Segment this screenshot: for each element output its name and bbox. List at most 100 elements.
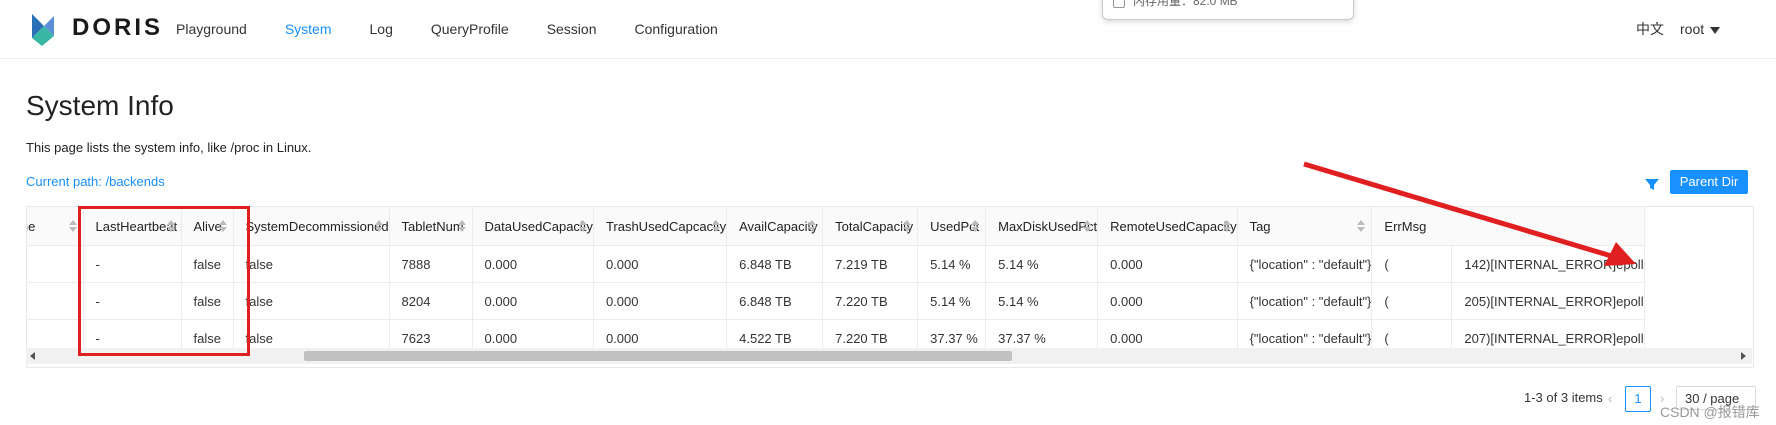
watermark: CSDN @报错库 [1660,404,1760,420]
column-header-datausedcapacity[interactable]: DataUsedCapacity [472,207,594,246]
user-name: root [1680,21,1705,37]
table-cell: 0.000 [593,245,728,283]
language-switch[interactable]: 中文 [1636,21,1664,37]
column-header-label: RemoteUsedCapacity [1110,218,1237,234]
sort-icon[interactable] [1357,220,1366,232]
page-size-select[interactable]: 30 / page [1676,386,1756,410]
nav-item-configuration[interactable]: Configuration [634,21,718,37]
table-row: - false false 7888 0.000 0.000 6.848 TB 7.219 T… [27,245,1645,283]
main-nav: Playground System Log QueryProfile Session Co… [176,0,756,58]
table-cell: - [83,245,182,283]
sort-icon[interactable] [166,220,175,232]
table-cell: {"location" : "default"} [1237,282,1373,320]
table-cell: 6.848 TB [726,245,824,283]
column-header-label: LastHeartbeat [95,218,178,234]
prev-page-icon[interactable]: ‹ [1608,391,1613,406]
sort-icon[interactable] [808,220,817,232]
table-cell: false [181,282,234,320]
memory-tooltip: 内存用量：82.0 MB [1102,0,1354,20]
nav-item-system[interactable]: System [284,21,332,37]
column-header-rttime[interactable]: rtTime [27,207,84,246]
column-header-tabletnum[interactable]: TabletNum [389,207,473,246]
column-header-label: DataUsedCapacity [484,218,593,234]
nav-item-playground[interactable]: Playground [176,21,247,37]
table-cell: 7888 [389,245,473,283]
memory-tooltip-text: 内存用量：82.0 MB [1133,0,1238,8]
column-header-label: rtTime [27,218,36,234]
column-header-alive[interactable]: Alive [181,207,234,246]
annotation-arrow-icon [1303,161,1636,266]
column-header-lastheartbeat[interactable]: LastHeartbeat [83,207,182,246]
annotation-highlight-box [78,206,250,356]
sort-icon[interactable] [578,220,587,232]
column-header-availcapacity[interactable]: AvailCapacity [726,207,824,246]
table-header-row: rtTime LastHeartbeat Alive SystemDecommissi… [27,207,1645,246]
table-cell: 8204 [389,282,473,320]
table-cell: 205)[INTERNAL_ERROR]epoll [1451,282,1645,320]
table-cell: 0.000 [593,282,728,320]
sort-icon[interactable] [374,220,383,232]
column-header-label: Tag [1249,218,1271,234]
table-cell: {"location" : "default"} [1237,245,1373,283]
column-header-label: UsedPct [930,218,980,234]
table-cell: 5.14 % [917,245,987,283]
top-nav-bar: DORIS Playground System Log QueryProfile Ses… [0,0,1776,59]
column-header-totalcapacity[interactable]: TotalCapacity [822,207,919,246]
caret-down-icon [1710,26,1721,34]
sort-icon[interactable] [1222,220,1231,232]
scrollbar-thumb[interactable] [304,351,1012,361]
brand-name: DORIS [72,14,164,41]
current-path-link[interactable]: Current path: /backends [26,174,165,189]
user-menu[interactable]: root [1680,0,1721,58]
nav-item-log[interactable]: Log [369,21,393,37]
nav-item-session[interactable]: Session [546,21,597,37]
table-cell: 0.000 [472,282,594,320]
column-header-usedpct[interactable]: UsedPct [917,207,987,246]
doris-logo-icon [32,14,54,46]
table-cell: 5.14 % [917,282,987,320]
column-header-label: ErrMsg [1384,218,1427,234]
column-header-label: TotalCapacity [835,218,914,234]
sort-icon[interactable] [1083,220,1092,232]
column-header-maxdiskusedpct[interactable]: MaxDiskUsedPct [985,207,1099,246]
filter-icon[interactable] [1644,176,1660,192]
sort-icon[interactable] [903,220,912,232]
column-header-label: Alive [193,218,222,234]
horizontal-scrollbar[interactable] [26,348,1752,364]
memory-icon [1113,0,1125,8]
table-cell: 7.219 TB [822,245,919,283]
column-header-systemdecommissioned[interactable]: SystemDecommissioned [233,207,390,246]
nav-item-queryprofile[interactable]: QueryProfile [430,21,509,37]
sort-icon[interactable] [971,220,980,232]
scroll-left-icon[interactable] [30,352,35,360]
scroll-right-icon[interactable] [1741,352,1746,360]
table-cell: 0.000 [1097,245,1238,283]
column-header-label: TrashUsedCapcacity [605,218,727,234]
page-number-current[interactable]: 1 [1625,386,1651,412]
column-header-trashusedcapcacity[interactable]: TrashUsedCapcacity [593,207,728,246]
sort-icon[interactable] [457,220,466,232]
sort-icon[interactable] [68,220,77,232]
table-cell: false [233,245,390,283]
next-page-icon[interactable]: › [1660,391,1665,406]
column-header-remoteusedcapacity[interactable]: RemoteUsedCapacity [1097,207,1238,246]
sort-icon[interactable] [712,220,721,232]
table-cell [27,282,84,320]
table-cell: - [83,282,182,320]
table-cell [27,245,84,283]
parent-dir-button[interactable]: Parent Dir [1670,170,1748,194]
table-cell: 6.848 TB [726,282,824,320]
page-title: System Info [26,90,174,121]
table-cell: false [233,282,390,320]
table-row: - false false 8204 0.000 0.000 6.848 TB 7.220 T… [27,282,1645,320]
column-header-label: AvailCapacity [739,218,818,234]
column-header-label: SystemDecommissioned [245,218,389,234]
pagination-total: 1-3 of 3 items [1524,390,1603,405]
page-description: This page lists the system info, like /p… [26,140,312,155]
column-header-label: MaxDiskUsedPct [998,218,1098,234]
sort-icon[interactable] [218,220,227,232]
table-cell: 0.000 [472,245,594,283]
table-cell: 7.220 TB [822,282,919,320]
table-cell: 5.14 % [985,282,1099,320]
column-header-tag[interactable]: Tag [1237,207,1373,246]
